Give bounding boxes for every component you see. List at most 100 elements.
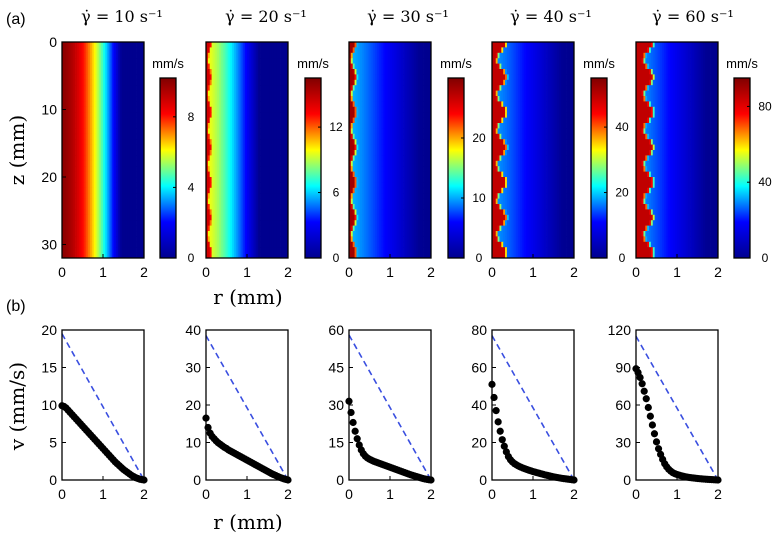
heatmap-cell [80, 247, 83, 253]
heatmap-cell [429, 42, 432, 48]
heatmap-cell [93, 69, 96, 75]
heatmap-cell [410, 101, 413, 108]
heatmap-cell [247, 214, 250, 221]
heatmap-cell [235, 231, 239, 237]
heatmap-cell [206, 58, 209, 64]
heatmap-cell [86, 171, 89, 178]
heatmap-cell [358, 187, 361, 194]
heatmap-cell [65, 69, 68, 75]
heatmap-cell [258, 187, 261, 194]
heatmap-cell [101, 79, 104, 86]
heatmap-cell [222, 166, 226, 172]
heatmap-cell [129, 106, 132, 113]
heatmap-cell [380, 182, 383, 189]
heatmap-cell [261, 252, 265, 259]
heatmap-cell [375, 52, 378, 59]
heatmap-cell [125, 101, 128, 108]
heatmap-cell [232, 177, 235, 183]
heatmap-cell [363, 85, 367, 91]
heatmap-cell [421, 133, 424, 140]
heatmap-cell [261, 96, 265, 102]
heatmap-cell [429, 101, 432, 108]
heatmap-cell [350, 198, 354, 205]
heatmap-cell [140, 112, 143, 118]
heatmap-cell [416, 160, 419, 167]
heatmap-cell [88, 90, 91, 97]
heatmap-cell [206, 85, 209, 91]
heatmap-cell [63, 247, 67, 253]
heatmap-cell [76, 160, 80, 167]
heatmap-cell [82, 58, 85, 64]
heatmap-cell [352, 69, 355, 75]
heatmap-cell [138, 106, 141, 113]
heatmap-cell [206, 150, 209, 156]
heatmap-cell [425, 155, 428, 162]
heatmap-cell [271, 177, 274, 183]
heatmap-cell [117, 133, 121, 140]
heatmap-cell [265, 150, 268, 156]
heatmap-cell [62, 79, 65, 86]
heatmap-cell [423, 182, 426, 189]
heatmap-cell [93, 79, 96, 86]
heatmap-cell [119, 128, 123, 135]
heatmap-cell [123, 209, 126, 216]
heatmap-cell [410, 42, 413, 48]
heatmap-cell [256, 69, 259, 75]
title-4: γ̇ = 40 s⁻¹ [510, 7, 592, 26]
heatmap-cell [395, 144, 398, 151]
heatmap-cell [388, 193, 391, 199]
heatmap-cell [367, 198, 370, 205]
heatmap-cell [217, 231, 220, 237]
heatmap-cell [67, 247, 70, 253]
heatmap-cell [360, 112, 363, 118]
cb-unit-3: mm/s [440, 56, 472, 71]
heatmap-cell [278, 247, 281, 253]
heatmap-cell [267, 144, 270, 151]
heatmap-cell [228, 155, 231, 162]
panel-label-a: (a) [6, 11, 26, 28]
heatmap-cell [286, 177, 289, 183]
heatmap-cell [215, 231, 218, 237]
heatmap-cell [129, 155, 132, 162]
heatmap-cell [248, 198, 252, 205]
heatmap-cell [82, 128, 85, 135]
heatmap-cell [134, 247, 137, 253]
heatmap-cell [65, 139, 68, 145]
heatmap-cell [233, 241, 237, 248]
heatmap-cell [69, 106, 72, 113]
heatmap-cell [371, 106, 374, 113]
heatmap-cell [286, 42, 289, 48]
heatmap-cell [241, 123, 244, 129]
heatmap-cell [220, 90, 224, 97]
heatmap-cell [67, 101, 70, 108]
heatmap-cell [106, 74, 109, 81]
heatmap-cell [356, 112, 359, 118]
heatmap-cell [349, 144, 352, 151]
heatmap-cell [142, 117, 145, 124]
heatmap-cell [63, 193, 67, 199]
heatmap-cell [228, 128, 231, 135]
heatmap-cell [254, 133, 257, 140]
heatmap-cell [280, 90, 283, 97]
heatmap-cell [273, 182, 276, 189]
heatmap-cell [284, 139, 287, 145]
heatmap-cell [365, 166, 369, 172]
heatmap-cell [213, 182, 216, 189]
heatmap-cell [399, 123, 402, 129]
heatmap-cell [82, 139, 85, 145]
heatmap-cell [82, 85, 85, 91]
heatmap-cell [412, 47, 415, 54]
heatmap-cell [95, 182, 98, 189]
heatmap-cell [213, 209, 216, 216]
heatmap-cell [350, 209, 354, 216]
heatmap-cell [356, 101, 359, 108]
heatmap-cell [67, 209, 70, 216]
heatmap-cell [417, 133, 421, 140]
heatmap-cell [423, 166, 426, 172]
heatmap-cell [91, 231, 95, 237]
heatmap-cell [114, 74, 117, 81]
heatmap-cell [417, 42, 421, 48]
heatmap-cell [88, 193, 91, 199]
heatmap-cell [116, 101, 119, 108]
heatmap-cell [206, 225, 209, 232]
